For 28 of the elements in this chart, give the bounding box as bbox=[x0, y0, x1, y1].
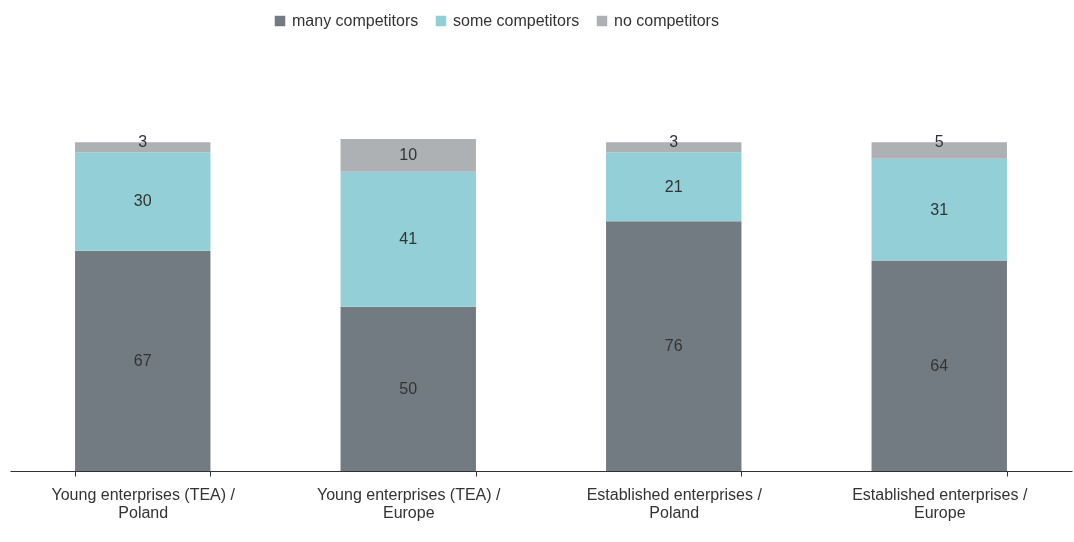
data-label: 41 bbox=[399, 230, 418, 248]
bar bbox=[606, 152, 742, 222]
data-label: 21 bbox=[664, 177, 683, 195]
data-label: 64 bbox=[930, 356, 949, 374]
bar bbox=[606, 221, 742, 471]
data-label: 10 bbox=[399, 146, 418, 164]
bar bbox=[340, 306, 476, 471]
data-label: 76 bbox=[664, 337, 683, 355]
data-label: 30 bbox=[133, 192, 152, 210]
data-label: 31 bbox=[930, 200, 949, 218]
data-label: 50 bbox=[399, 379, 418, 397]
bar bbox=[75, 152, 211, 251]
x-tick-label: Established enterprises / Poland bbox=[586, 485, 763, 521]
data-label: 67 bbox=[133, 351, 152, 369]
bar bbox=[340, 139, 476, 172]
x-tick-label: Young enterprises (TEA) / Poland bbox=[51, 485, 236, 521]
data-label: 3 bbox=[669, 133, 679, 151]
data-label: 3 bbox=[138, 133, 148, 151]
bar bbox=[871, 158, 1007, 261]
bar bbox=[75, 250, 211, 471]
bar bbox=[340, 171, 476, 307]
x-tick-label: Established enterprises / Europe bbox=[852, 485, 1028, 521]
legend-label: many competitors bbox=[292, 12, 419, 29]
data-label: 5 bbox=[934, 133, 944, 151]
legend-label: no competitors bbox=[614, 12, 719, 29]
legend-label: some competitors bbox=[453, 12, 580, 29]
x-tick-label: Young enterprises (TEA) / Europe bbox=[317, 485, 502, 521]
bar bbox=[871, 260, 1007, 471]
